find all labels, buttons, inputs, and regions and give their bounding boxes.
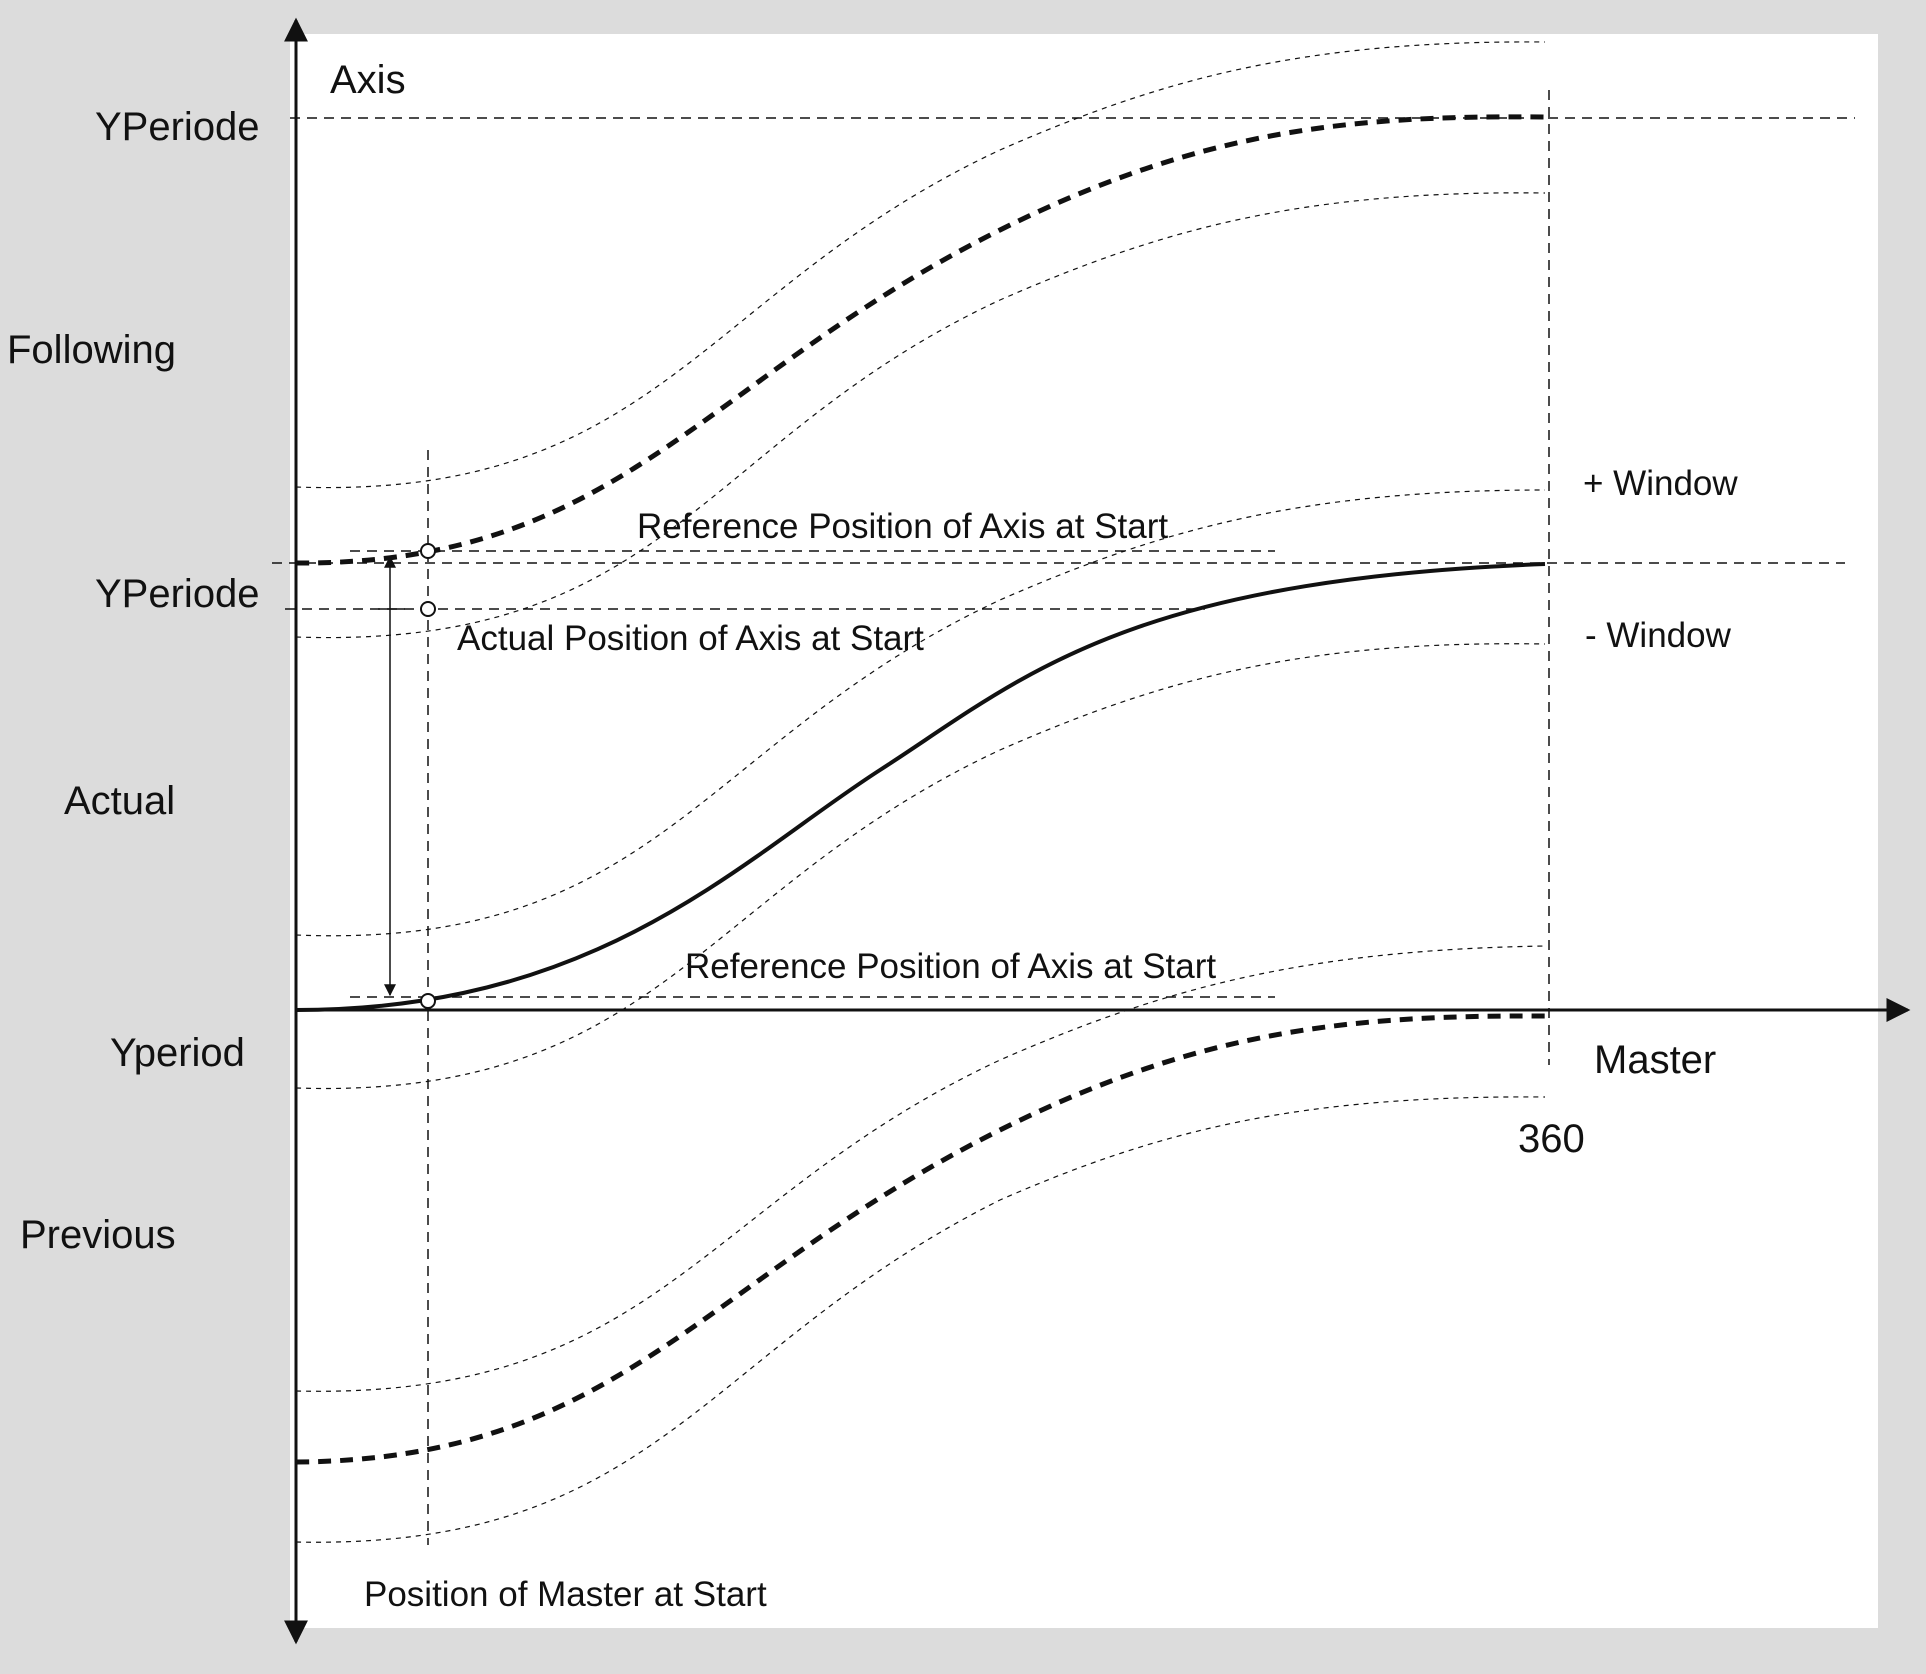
- yperiode-mid-label: YPeriode: [95, 572, 260, 616]
- previous-period-curve: [295, 1013, 1546, 1465]
- yperiod-label: Yperiod: [110, 1031, 245, 1075]
- window-curves: [295, 41, 1546, 1543]
- yperiode-top-label: YPeriode: [95, 105, 260, 149]
- following-plus-window: [295, 41, 1546, 489]
- minus-window-label: - Window: [1585, 616, 1732, 655]
- actual-minus-window: [295, 643, 1546, 1090]
- following-minus-window: [295, 192, 1546, 639]
- tick-360-label: 360: [1518, 1117, 1585, 1161]
- previous-minus-window: [295, 1096, 1546, 1543]
- following-period-curve: [295, 114, 1546, 566]
- ref-start-top-point: [420, 543, 436, 559]
- ref-start-top-label: Reference Position of Axis at Start: [637, 507, 1168, 546]
- following-label: Following: [7, 328, 176, 372]
- plot-area: [290, 34, 1878, 1628]
- actual-period-curve: [295, 562, 1546, 1012]
- ref-start-bottom-point: [420, 993, 436, 1009]
- master-start-label: Position of Master at Start: [364, 1575, 767, 1614]
- plus-window-label: + Window: [1583, 464, 1738, 503]
- previous-label: Previous: [20, 1213, 176, 1257]
- previous-plus-window: [295, 945, 1546, 1392]
- actual-start-label: Actual Position of Axis at Start: [457, 619, 924, 658]
- master-label: Master: [1594, 1038, 1716, 1082]
- axis-label: Axis: [330, 58, 406, 102]
- actual-plus-window: [295, 489, 1546, 937]
- ref-start-bottom-label: Reference Position of Axis at Start: [685, 947, 1216, 986]
- actual-start-point: [420, 601, 436, 617]
- actual-label: Actual: [64, 779, 175, 823]
